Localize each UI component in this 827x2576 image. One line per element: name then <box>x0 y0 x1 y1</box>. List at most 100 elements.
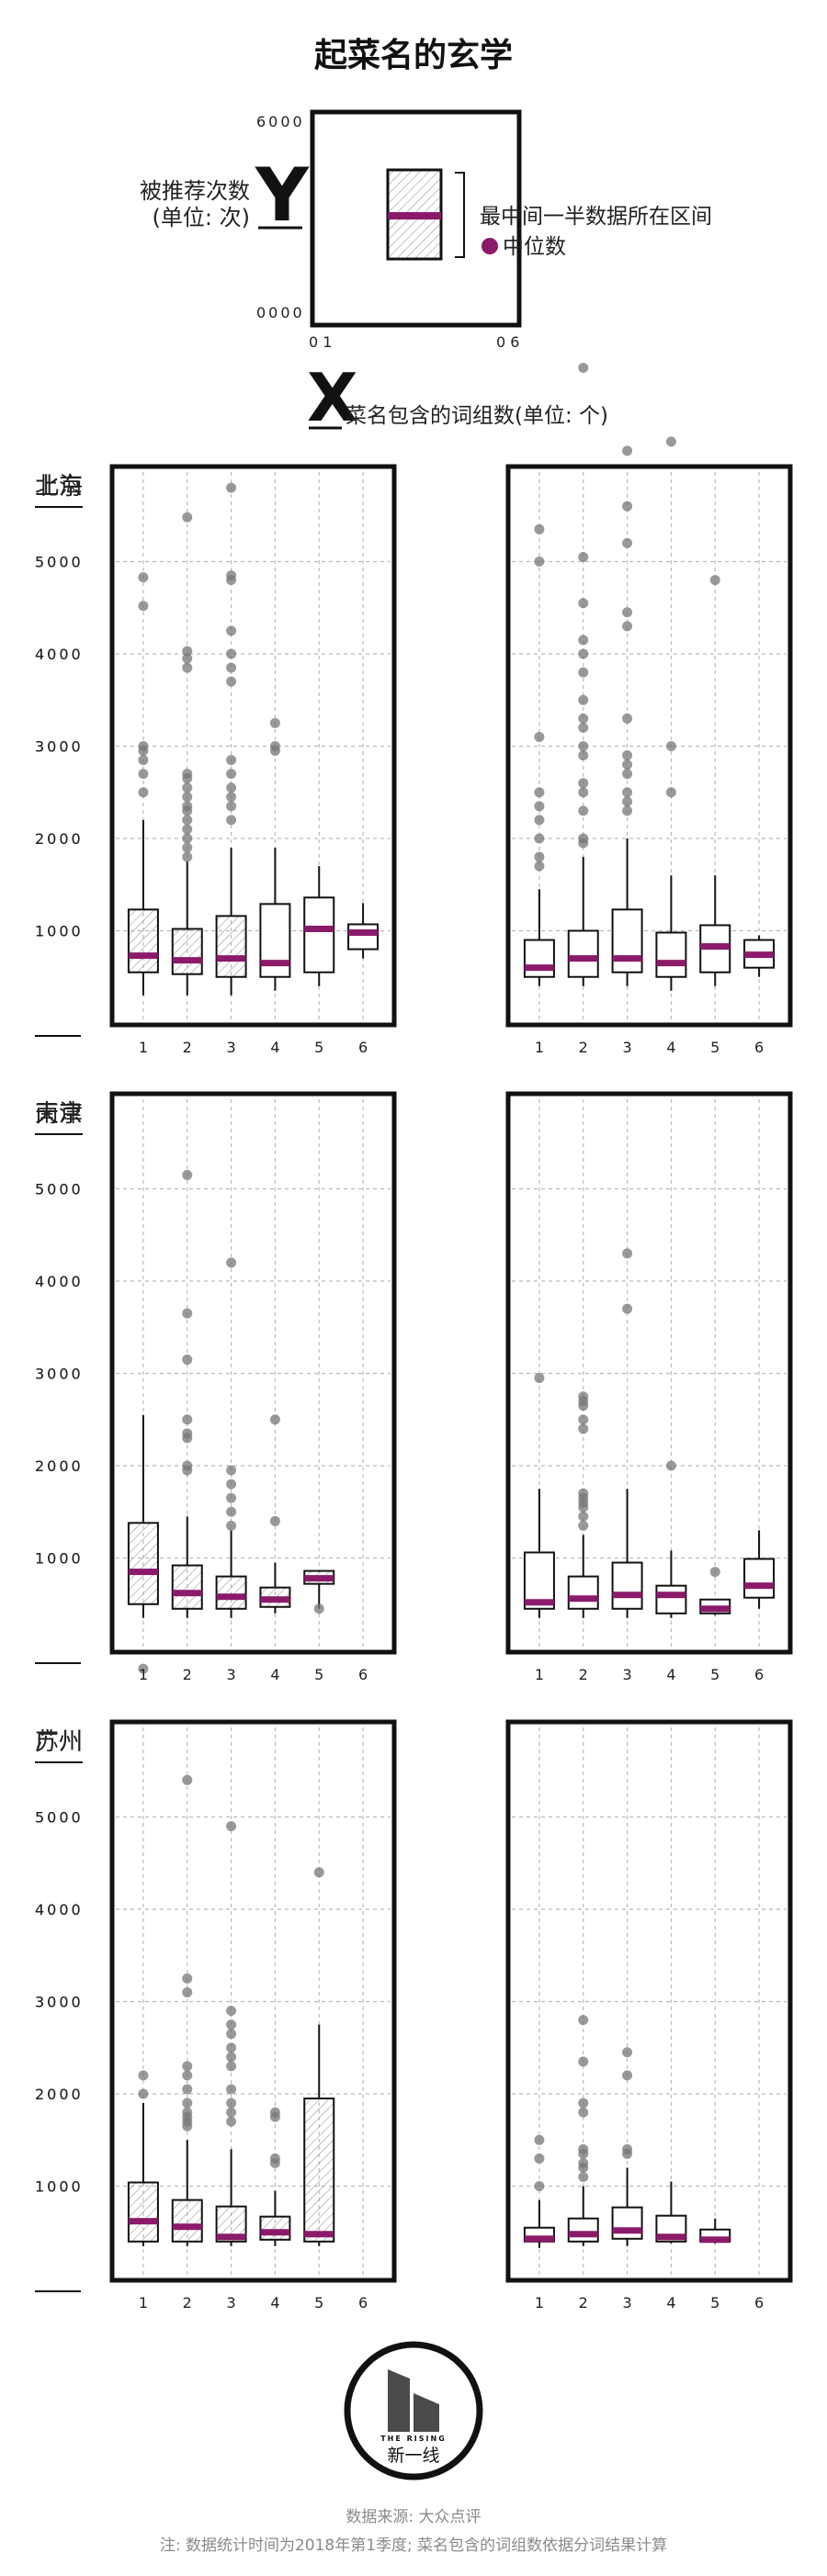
outlier-point <box>578 2056 589 2067</box>
legend-median-label: 中位数 <box>503 235 566 259</box>
outlier-point <box>622 2143 633 2154</box>
y-tick-label: 1000 <box>35 1550 84 1568</box>
outlier-point <box>665 741 676 751</box>
iqr-box <box>655 1584 687 1614</box>
x-tick-label: 1 <box>535 1666 544 1683</box>
iqr-box <box>127 908 159 973</box>
outlier-point <box>226 2006 237 2017</box>
outlier-point <box>182 662 193 673</box>
outlier-point <box>226 625 237 636</box>
outlier-point <box>622 537 633 548</box>
y-tick-label: 4000 <box>35 1901 84 1918</box>
box-3 <box>611 1248 643 1618</box>
median-bar <box>524 2235 554 2243</box>
city-label: 天津 <box>35 1100 83 1128</box>
iqr-box <box>523 939 555 978</box>
city-label: 南京 <box>35 1100 83 1128</box>
box-6 <box>347 903 380 959</box>
outlier-point <box>622 2047 633 2058</box>
outlier-point <box>226 792 237 803</box>
x-tick-label: 6 <box>754 2294 764 2312</box>
outlier-point <box>182 1308 193 1319</box>
legend-y-top-tick: 6000 <box>256 113 305 130</box>
x-tick-label: 6 <box>358 2294 368 2312</box>
outlier-point <box>138 769 149 780</box>
outlier-point <box>578 694 589 705</box>
legend-iqr-bracket <box>455 172 465 258</box>
y-tick-label: 1000 <box>35 923 84 940</box>
logo-small-text: THE RISING <box>380 2435 447 2443</box>
box-5 <box>699 575 731 986</box>
outlier-point <box>226 1492 237 1503</box>
x-tick-label: 3 <box>226 1666 235 1683</box>
box-2 <box>171 1169 203 1618</box>
city-label: 苏州 <box>35 1728 83 1756</box>
iqr-box <box>303 896 335 973</box>
y-tick-label: 2000 <box>35 2086 84 2103</box>
x-tick-label: 2 <box>579 1666 588 1683</box>
outlier-point <box>182 1973 193 1984</box>
page-title: 起菜名的玄学 <box>314 36 513 74</box>
outlier-point <box>138 2070 149 2081</box>
outlier-point <box>578 2098 589 2109</box>
outlier-point <box>578 805 589 816</box>
outlier-point <box>578 667 589 678</box>
iqr-box <box>171 2199 203 2243</box>
outlier-point <box>226 2042 237 2053</box>
y-tick-label: 5000 <box>35 1181 84 1198</box>
median-bar <box>348 929 379 937</box>
median-bar <box>568 955 598 962</box>
legend-x-left-tick: 0 1 <box>309 333 332 351</box>
box-5 <box>699 1567 731 1615</box>
median-bar <box>172 2223 202 2231</box>
outlier-point <box>226 2019 237 2030</box>
box-1 <box>127 572 159 996</box>
outlier-point <box>622 796 633 807</box>
box-1 <box>127 2070 159 2246</box>
iqr-box <box>611 1561 643 1610</box>
box-6 <box>743 935 776 977</box>
outlier-point <box>182 824 193 835</box>
outlier-point <box>622 501 633 512</box>
box-4 <box>259 717 291 991</box>
box-5 <box>699 2218 731 2244</box>
outlier-point <box>226 2052 237 2063</box>
data-source: 数据来源: 大众点评 <box>346 2508 481 2526</box>
median-bar <box>216 1593 246 1601</box>
box-2 <box>567 2015 599 2246</box>
outlier-point <box>226 755 237 766</box>
panel-4: 1000 2000 3000 4000 5000 1 2 3 4 5 6 天津 <box>35 1091 793 1683</box>
panel-frame <box>109 464 397 1028</box>
x-tick-label: 5 <box>314 1666 323 1683</box>
outlier-point <box>269 2107 280 2118</box>
median-bar <box>260 960 290 967</box>
outlier-point <box>578 1391 589 1402</box>
y-tick-label: 3000 <box>35 738 84 756</box>
outlier-point <box>226 1257 237 1268</box>
x-tick-label: 1 <box>535 2294 544 2312</box>
iqr-box <box>215 915 247 978</box>
y-tick-label: 3000 <box>35 1366 84 1383</box>
outlier-point <box>578 1414 589 1425</box>
outlier-point <box>226 2098 237 2109</box>
y-tick-label: 2000 <box>35 830 84 848</box>
median-bar <box>568 1595 598 1603</box>
outlier-point <box>578 2143 589 2154</box>
outlier-point <box>226 1506 237 1517</box>
outlier-point <box>226 769 237 780</box>
iqr-box <box>655 931 687 978</box>
median-bar <box>216 2233 246 2241</box>
iqr-box <box>611 908 643 973</box>
x-tick-label: 3 <box>622 1039 631 1056</box>
panel-2: 1000 2000 3000 4000 5000 1 2 3 4 5 6 北京 <box>35 362 793 1056</box>
outlier-point <box>226 1479 237 1490</box>
outlier-point <box>182 2070 193 2081</box>
outlier-point <box>622 805 633 816</box>
outlier-point <box>182 1169 193 1180</box>
panel-6: 1000 2000 3000 4000 5000 1 2 3 4 5 6 苏州 <box>35 1719 793 2312</box>
outlier-point <box>622 769 633 780</box>
median-bar <box>128 952 158 960</box>
outlier-point <box>182 1774 193 1785</box>
outlier-point <box>182 1354 193 1365</box>
